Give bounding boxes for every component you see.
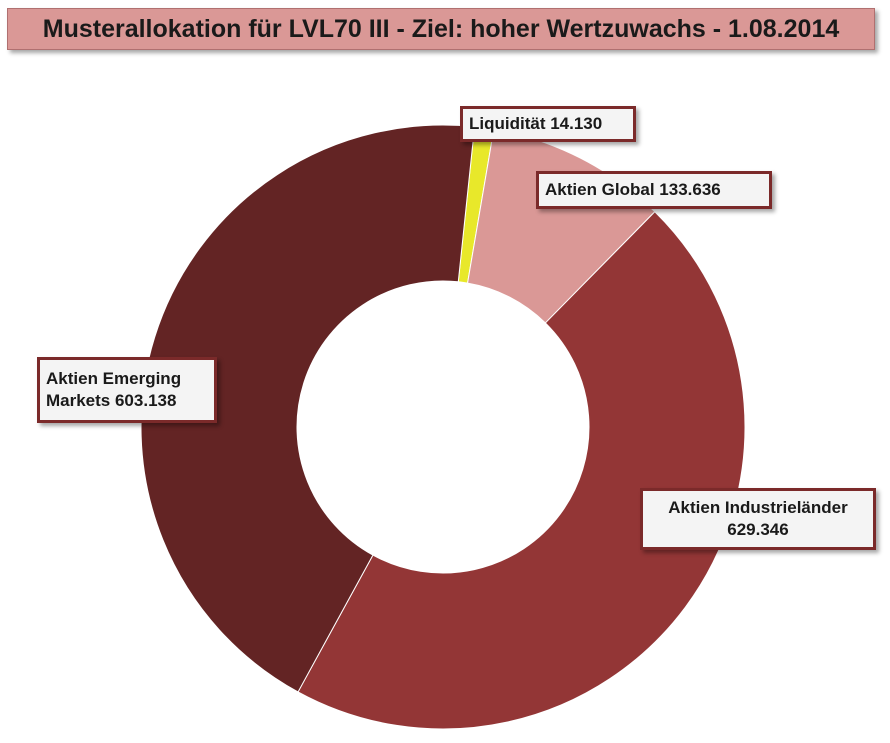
slice-label-liquiditaet: Liquidität 14.130 xyxy=(460,106,636,142)
slice-label-aktien-industrielaender: Aktien Industrieländer 629.346 xyxy=(640,488,876,550)
chart-title-box: Musterallokation für LVL70 III - Ziel: h… xyxy=(7,8,875,50)
slice-label-aktien-emerging-markets-line-1: Aktien Emerging xyxy=(46,369,182,388)
slice-label-aktien-industrielaender-line-2: 629.346 xyxy=(727,520,789,539)
slice-label-aktien-emerging-markets-line-2: Markets 603.138 xyxy=(46,391,177,410)
slice-label-aktien-global: Aktien Global 133.636 xyxy=(536,171,772,209)
slice-label-aktien-emerging-markets: Aktien Emerging Markets 603.138 xyxy=(37,357,217,423)
donut-slice-aktien-emerging-markets xyxy=(140,124,476,693)
slice-label-aktien-industrielaender-line-1: Aktien Industrieländer xyxy=(668,498,848,517)
chart-title: Musterallokation für LVL70 III - Ziel: h… xyxy=(42,14,840,43)
donut-slice-aktien-industrielaender xyxy=(297,211,746,730)
slice-label-aktien-global-line-1: Aktien Global 133.636 xyxy=(545,180,721,199)
slice-label-liquiditaet-line-1: Liquidität 14.130 xyxy=(469,114,603,133)
